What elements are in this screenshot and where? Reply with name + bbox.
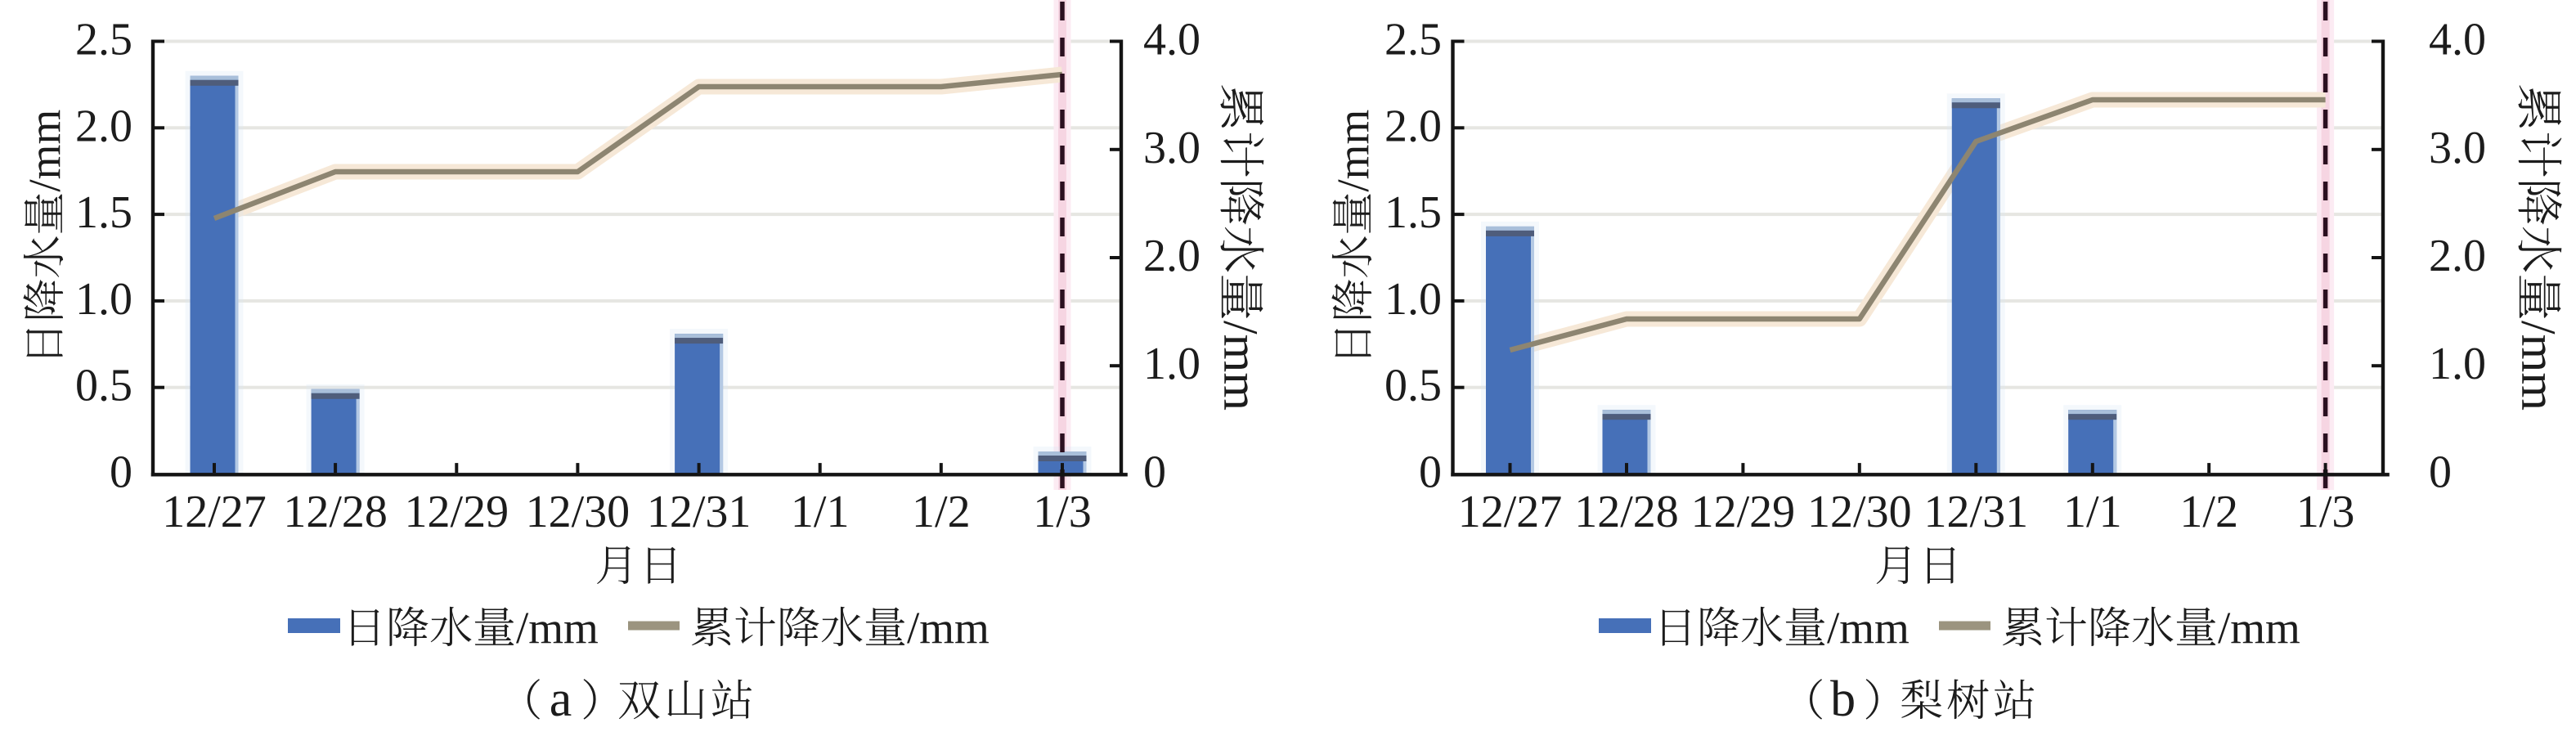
svg-text:1/3: 1/3 (2296, 487, 2355, 537)
svg-text:1/1: 1/1 (2063, 487, 2122, 537)
svg-text:0: 0 (1143, 447, 1166, 498)
svg-text:a: a (550, 671, 572, 727)
svg-text:12/30: 12/30 (526, 487, 631, 537)
svg-text:0: 0 (2429, 447, 2452, 498)
svg-text:/mm: /mm (907, 603, 990, 653)
svg-text:3.0: 3.0 (1143, 123, 1200, 173)
svg-text:/mm: /mm (1827, 603, 1910, 653)
svg-text:2.0: 2.0 (1143, 231, 1200, 281)
svg-text:1.0: 1.0 (1384, 274, 1442, 325)
svg-text:1.0: 1.0 (75, 274, 132, 325)
svg-text:12/27: 12/27 (1458, 487, 1563, 537)
svg-text:1/1: 1/1 (791, 487, 850, 537)
svg-text:0.5: 0.5 (75, 361, 132, 411)
svg-text:1.5: 1.5 (75, 187, 132, 238)
svg-text:12/27: 12/27 (162, 487, 267, 537)
svg-text:12/31: 12/31 (1924, 487, 2029, 537)
svg-text:1.0: 1.0 (2429, 339, 2486, 389)
svg-text:1/3: 1/3 (1033, 487, 1092, 537)
svg-text:/mm: /mm (20, 110, 70, 192)
svg-text:2.5: 2.5 (1384, 15, 1442, 65)
svg-text:1/2: 1/2 (912, 487, 971, 537)
svg-text:1/2: 1/2 (2179, 487, 2238, 537)
svg-text:4.0: 4.0 (1143, 15, 1200, 65)
svg-text:12/29: 12/29 (405, 487, 509, 537)
svg-text:12/28: 12/28 (1574, 487, 1679, 537)
svg-text:12/31: 12/31 (647, 487, 752, 537)
svg-text:2.0: 2.0 (75, 101, 132, 151)
svg-text:2.5: 2.5 (75, 15, 132, 65)
svg-text:1.5: 1.5 (1384, 187, 1442, 238)
svg-text:1.0: 1.0 (1143, 339, 1200, 389)
svg-text:3.0: 3.0 (2429, 123, 2486, 173)
svg-text:12/29: 12/29 (1691, 487, 1796, 537)
svg-text:4.0: 4.0 (2429, 15, 2486, 65)
svg-text:b: b (1830, 671, 1856, 727)
svg-text:/mm: /mm (2218, 603, 2300, 653)
svg-text:/mm: /mm (516, 603, 599, 653)
svg-text:0: 0 (1419, 447, 1442, 498)
svg-text:2.0: 2.0 (2429, 231, 2486, 281)
svg-text:12/28: 12/28 (283, 487, 388, 537)
svg-text:/mm: /mm (1214, 321, 1268, 411)
svg-text:12/30: 12/30 (1807, 487, 1912, 537)
svg-text:/mm: /mm (1328, 110, 1378, 192)
svg-text:0.5: 0.5 (1384, 361, 1442, 411)
svg-text:/mm: /mm (2511, 321, 2565, 411)
svg-text:2.0: 2.0 (1384, 101, 1442, 151)
svg-text:0: 0 (110, 447, 132, 498)
